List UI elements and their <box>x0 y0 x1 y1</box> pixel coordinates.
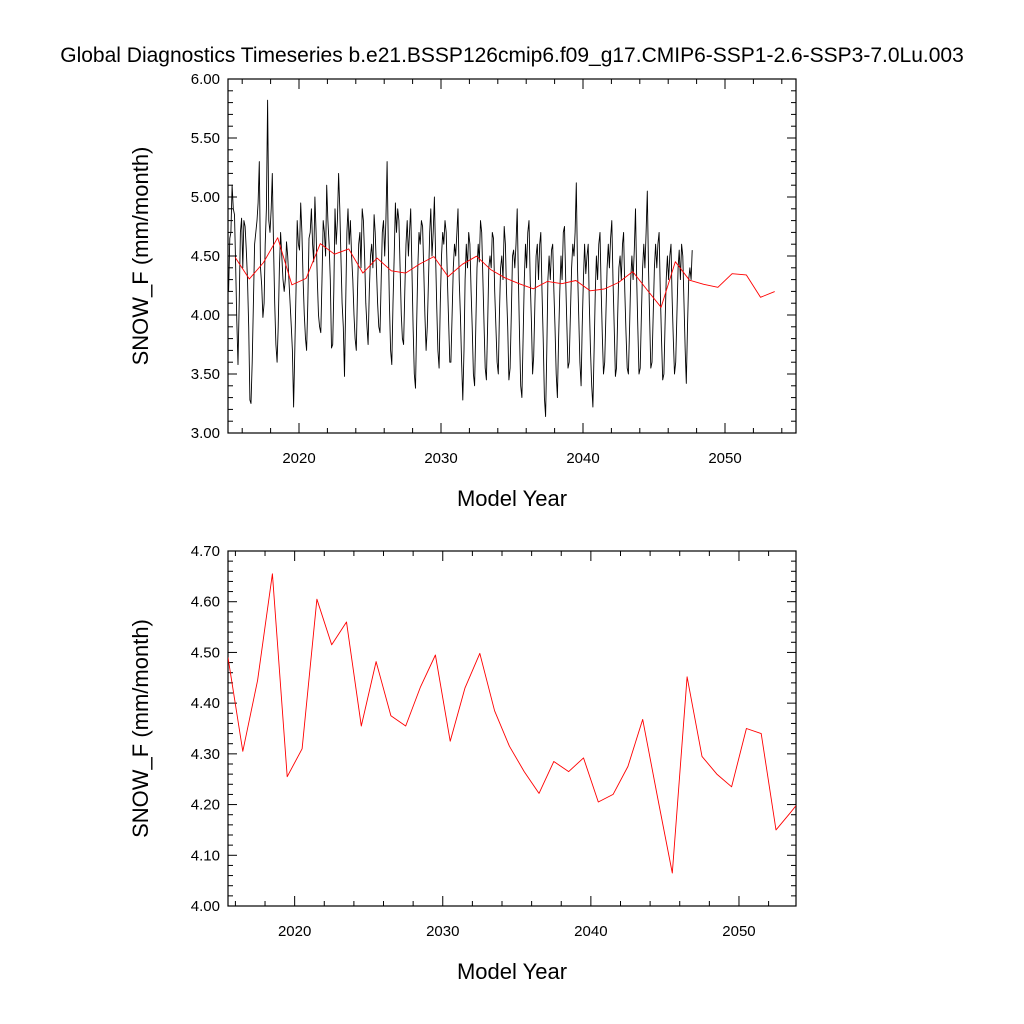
monthly-line <box>228 99 693 417</box>
x-tick-label: 2050 <box>708 450 741 467</box>
bottom-panel: 4.00 4.10 4.20 4.30 4.40 4.50 4.60 4.70 2020 2030… <box>128 543 797 984</box>
y-tick-label: 3.50 <box>191 366 220 383</box>
y-tick-label: 4.60 <box>191 594 220 611</box>
annual-mean-line <box>234 237 775 308</box>
chart-title: Global Diagnostics Timeseries b.e21.BSSP… <box>60 44 964 67</box>
y-tick-label: 4.00 <box>191 307 220 324</box>
x-tick-label: 2030 <box>424 450 457 467</box>
x-axis-label: Model Year <box>457 486 567 511</box>
annual-mean-line <box>228 573 796 874</box>
y-tick-label: 4.30 <box>191 746 220 763</box>
y-tick-label: 5.00 <box>191 189 220 206</box>
plot-frame <box>227 550 797 907</box>
y-tick-label: 4.40 <box>191 695 220 712</box>
x-tick-label: 2020 <box>282 450 315 467</box>
y-tick-label: 5.50 <box>191 130 220 147</box>
x-tick-label: 2050 <box>722 923 755 940</box>
y-tick-label: 6.00 <box>191 71 220 88</box>
x-tick-label: 2030 <box>426 923 459 940</box>
x-tick-label: 2020 <box>278 923 311 940</box>
y-axis-label: SNOW_F (mm/month) <box>128 619 153 838</box>
y-tick-label: 4.20 <box>191 797 220 814</box>
y-tick-label: 3.00 <box>191 425 220 442</box>
x-axis-label: Model Year <box>457 959 567 984</box>
top-panel: 3.00 3.50 4.00 4.50 5.00 5.50 6.00 2020 2030 2040… <box>128 71 797 511</box>
y-tick-label: 4.10 <box>191 847 220 864</box>
y-tick-label: 4.00 <box>191 898 220 915</box>
x-tick-label: 2040 <box>574 923 607 940</box>
y-tick-label: 4.70 <box>191 543 220 560</box>
y-tick-label: 4.50 <box>191 248 220 265</box>
y-tick-label: 4.50 <box>191 644 220 661</box>
y-axis-label: SNOW_F (mm/month) <box>128 147 153 366</box>
x-tick-label: 2040 <box>566 450 599 467</box>
